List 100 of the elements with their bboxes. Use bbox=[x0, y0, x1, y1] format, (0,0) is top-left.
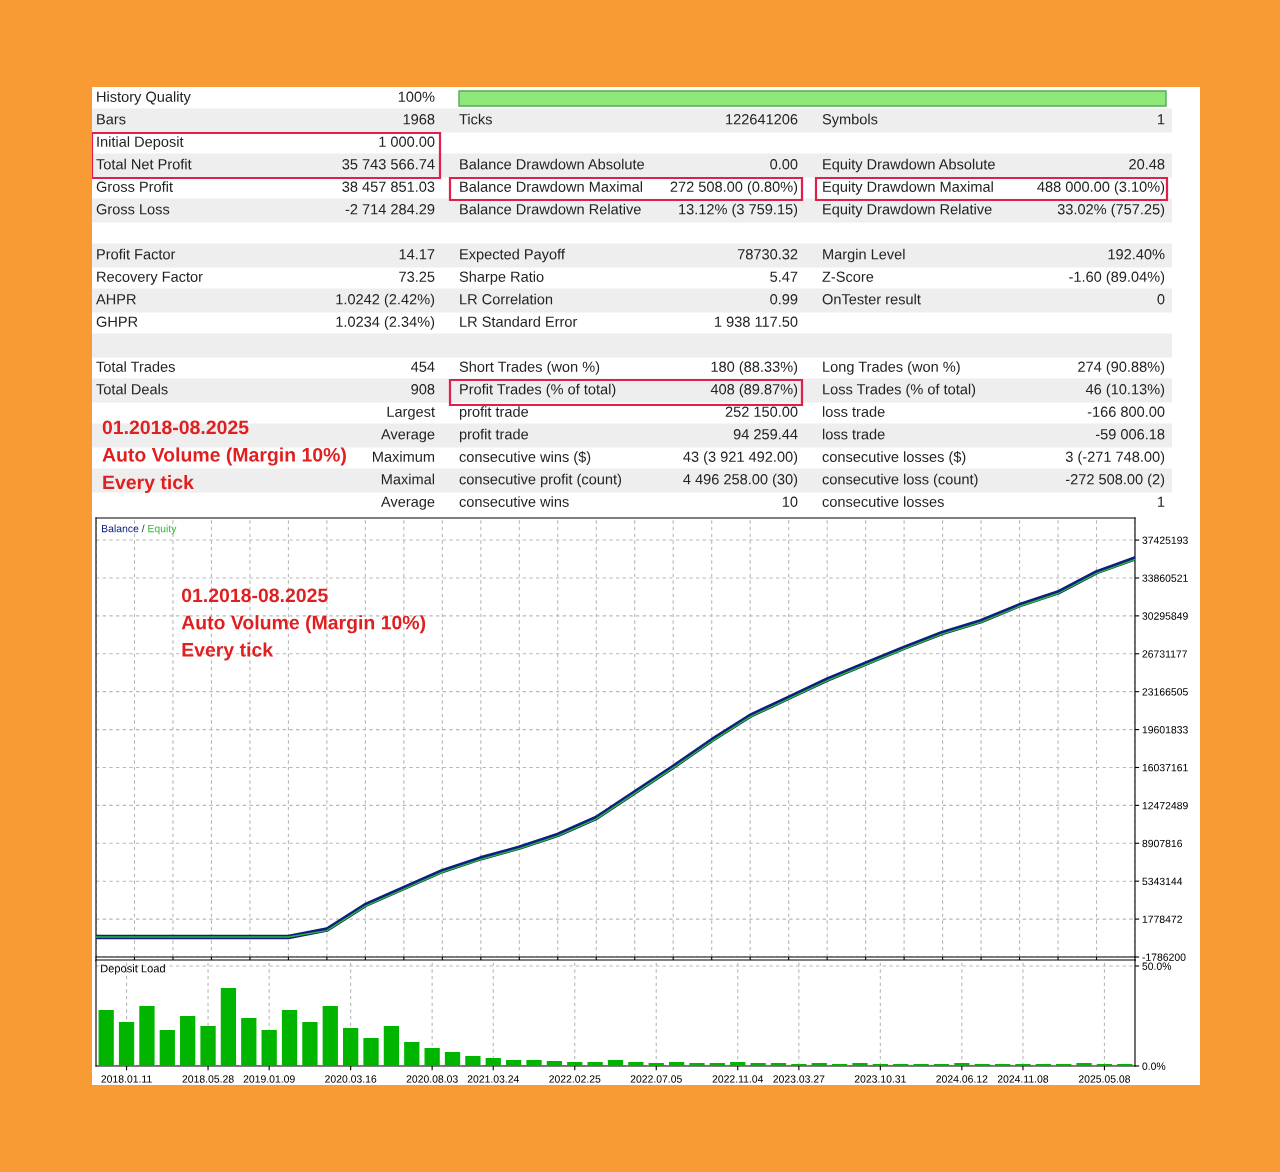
text: Average bbox=[380, 429, 435, 443]
bar bbox=[241, 1018, 257, 1066]
x-tick-label: 2021.03.24 bbox=[467, 1075, 520, 1083]
bar bbox=[261, 1030, 277, 1066]
text: Average bbox=[380, 496, 435, 510]
text: Total Deals bbox=[96, 383, 168, 395]
bar bbox=[668, 1062, 685, 1066]
bar bbox=[98, 1010, 114, 1066]
annotation: / bbox=[141, 524, 145, 533]
text: 274 (90.88%) bbox=[1078, 361, 1165, 375]
bar bbox=[200, 1026, 216, 1066]
text: Balance bbox=[102, 524, 139, 533]
text: 3 (-271 748.00) bbox=[1065, 451, 1165, 465]
bar bbox=[954, 1063, 970, 1066]
x-tick-label: 2018.05.28 bbox=[182, 1075, 234, 1083]
bar bbox=[607, 1060, 624, 1066]
text: History Quality bbox=[97, 91, 191, 105]
text: Profit Factor bbox=[97, 248, 176, 260]
bar bbox=[628, 1062, 644, 1066]
x-tick-label: 2022.02.25 bbox=[549, 1075, 601, 1083]
text: Recovery Factor bbox=[97, 271, 203, 285]
x-tick-label: 2023.03.27 bbox=[773, 1075, 825, 1083]
bar bbox=[689, 1063, 705, 1066]
bar bbox=[587, 1062, 603, 1066]
bar bbox=[363, 1038, 379, 1066]
bar bbox=[343, 1028, 359, 1066]
bar bbox=[709, 1063, 725, 1066]
text: Gross Profit bbox=[96, 181, 173, 192]
x-tick-label: 2025.05.08 bbox=[1078, 1075, 1131, 1083]
bar bbox=[444, 1052, 461, 1066]
text: 1968 bbox=[403, 114, 435, 125]
text: Equity Drawdown Maximal bbox=[823, 181, 993, 195]
bar bbox=[424, 1048, 440, 1066]
text: 94 259.44 bbox=[733, 429, 798, 440]
text: Maximum bbox=[373, 451, 435, 462]
text: Balance Drawdown Absolute bbox=[460, 158, 644, 170]
text: 01.2018-08.2025 bbox=[102, 420, 249, 435]
y-tick-label: 8907816 bbox=[1142, 839, 1183, 848]
y-tick-label: 33860521 bbox=[1142, 574, 1188, 582]
text: -1.60 (89.04%) bbox=[1069, 271, 1165, 285]
text: consecutive losses bbox=[822, 496, 944, 507]
x-tick-label: 2024.11.08 bbox=[997, 1075, 1049, 1083]
bar bbox=[302, 1022, 318, 1066]
text: Auto Volume (Margin 10%) bbox=[102, 447, 346, 466]
text: Loss Trades (% of total) bbox=[823, 383, 976, 398]
text: Total Net Profit bbox=[96, 158, 192, 170]
text: Profit Trades (% of total) bbox=[460, 383, 616, 398]
text: Maximal bbox=[381, 473, 435, 485]
y-tick-label: 37425193 bbox=[1142, 536, 1188, 544]
text: 13.12% (3 759.15) bbox=[679, 203, 798, 218]
text: 488 000.00 (3.10%) bbox=[1037, 181, 1165, 195]
text: 43 (3 921 492.00) bbox=[683, 451, 798, 465]
text: consecutive losses ($) bbox=[822, 451, 966, 465]
bar bbox=[322, 1006, 338, 1066]
text: Short Trades (won %) bbox=[459, 361, 600, 375]
annotation: Every tick bbox=[182, 642, 274, 661]
y-tick-label: 1778472 bbox=[1142, 915, 1182, 923]
bar bbox=[852, 1063, 868, 1066]
text: Equity bbox=[148, 524, 177, 535]
text: consecutive profit (count) bbox=[459, 473, 622, 488]
text: AHPR bbox=[96, 294, 136, 305]
bar bbox=[567, 1062, 583, 1066]
text: -166 800.00 bbox=[1087, 406, 1165, 417]
x-tick-label: 2024.06.12 bbox=[936, 1075, 988, 1083]
text: -2 714 284.29 bbox=[345, 204, 435, 215]
text: 272 508.00 (0.80%) bbox=[670, 181, 798, 195]
text: Z-Score bbox=[822, 271, 874, 282]
bar bbox=[811, 1063, 827, 1066]
text: GHPR bbox=[96, 316, 138, 327]
text: Expected Payoff bbox=[460, 248, 565, 263]
text: 0.00 bbox=[770, 159, 798, 170]
x-tick-label: 2022.07.05 bbox=[630, 1075, 682, 1083]
text: 1.0242 (2.42%) bbox=[336, 293, 435, 308]
text: 1 000.00 bbox=[379, 136, 435, 147]
text: Ticks bbox=[459, 113, 492, 125]
chart-title: Deposit Load bbox=[101, 964, 165, 975]
text: Symbols bbox=[822, 113, 878, 128]
text: Margin Level bbox=[823, 248, 905, 263]
bar bbox=[648, 1063, 664, 1066]
bar bbox=[750, 1063, 766, 1066]
text: 33.02% (757.25) bbox=[1057, 203, 1165, 218]
text: profit trade bbox=[459, 428, 529, 443]
x-tick-label: 2018.01.11 bbox=[101, 1075, 152, 1083]
y-tick-label: -1786200 bbox=[1142, 953, 1186, 961]
x-tick-label: 2020.08.03 bbox=[406, 1075, 458, 1083]
bar bbox=[506, 1060, 522, 1066]
bar bbox=[526, 1060, 542, 1066]
bar bbox=[180, 1016, 196, 1066]
text: 1 bbox=[1158, 496, 1165, 507]
text: 180 (88.33%) bbox=[711, 361, 798, 375]
bar bbox=[281, 1010, 298, 1066]
text: consecutive wins bbox=[459, 496, 569, 507]
bar bbox=[1076, 1063, 1092, 1066]
text: Balance Drawdown Relative bbox=[460, 203, 641, 215]
text: profit trade bbox=[459, 406, 529, 420]
text: 0 bbox=[1157, 294, 1165, 305]
annotation: 01.2018-08.2025 bbox=[181, 588, 328, 603]
y-tick-label: 16037161 bbox=[1142, 763, 1188, 772]
bar bbox=[546, 1061, 563, 1066]
y-tick-label: 0.0% bbox=[1142, 1062, 1166, 1070]
